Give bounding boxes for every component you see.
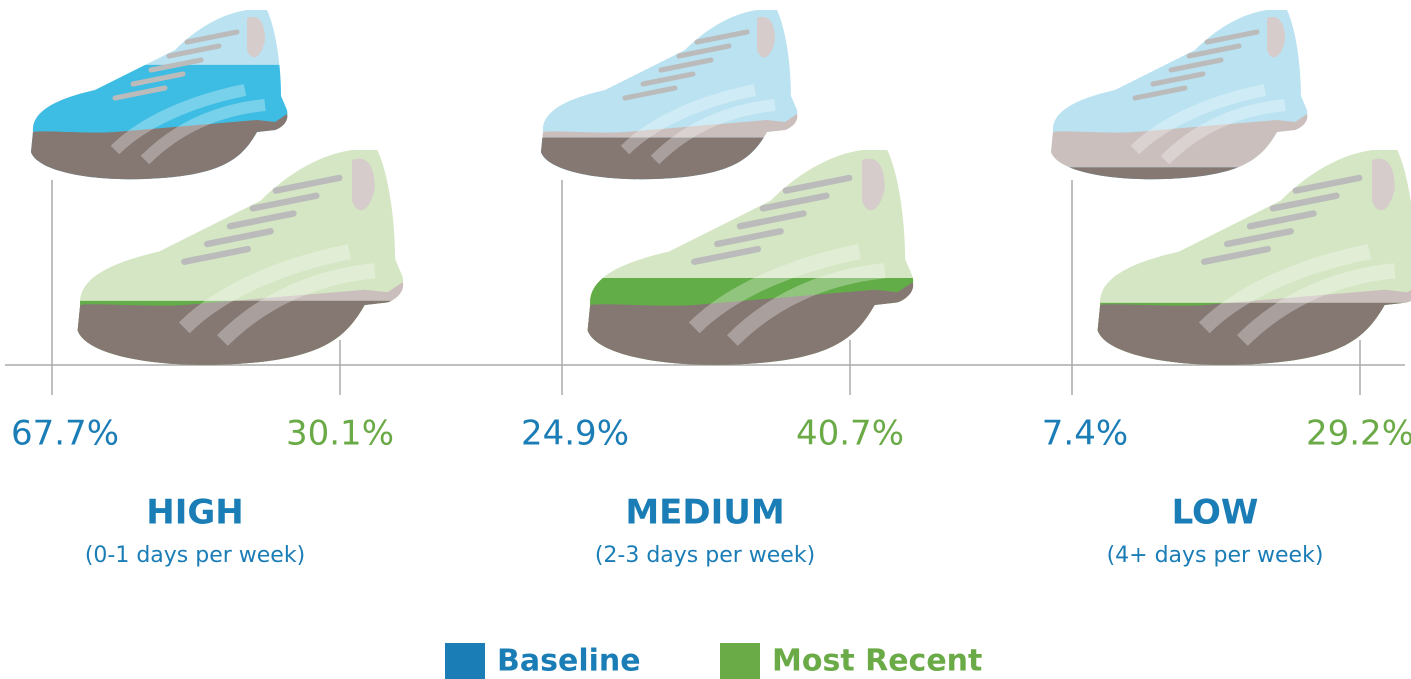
shoe: [541, 10, 797, 179]
value-label: 40.7%: [796, 414, 904, 454]
shoe: [588, 150, 914, 365]
value-label: 29.2%: [1306, 414, 1411, 454]
value-label: 67.7%: [11, 414, 119, 454]
category-subtitle: (0-1 days per week): [85, 543, 305, 568]
value-label: 7.4%: [1042, 414, 1128, 454]
category-label: HIGH: [146, 493, 243, 533]
legend-swatch: [445, 643, 485, 679]
value-label: 24.9%: [521, 414, 629, 454]
shoe: [1051, 10, 1307, 179]
category-subtitle: (2-3 days per week): [595, 543, 815, 568]
shoe: [1098, 150, 1411, 365]
chart: 67.7% 30.1% HIGH (0-1 days per week) 24.9% 40…: [0, 0, 1411, 679]
legend-label: Most Recent: [772, 644, 982, 679]
category-subtitle: (4+ days per week): [1107, 543, 1324, 568]
legend-swatch: [720, 643, 760, 679]
shoe: [78, 150, 404, 365]
page: {"chart_data": {"type": "pictograph", "c…: [0, 0, 1411, 679]
value-label: 30.1%: [286, 414, 394, 454]
category-label: MEDIUM: [625, 493, 784, 533]
legend-label: Baseline: [497, 644, 641, 679]
category-label: LOW: [1172, 493, 1259, 533]
shoe: [31, 10, 287, 179]
